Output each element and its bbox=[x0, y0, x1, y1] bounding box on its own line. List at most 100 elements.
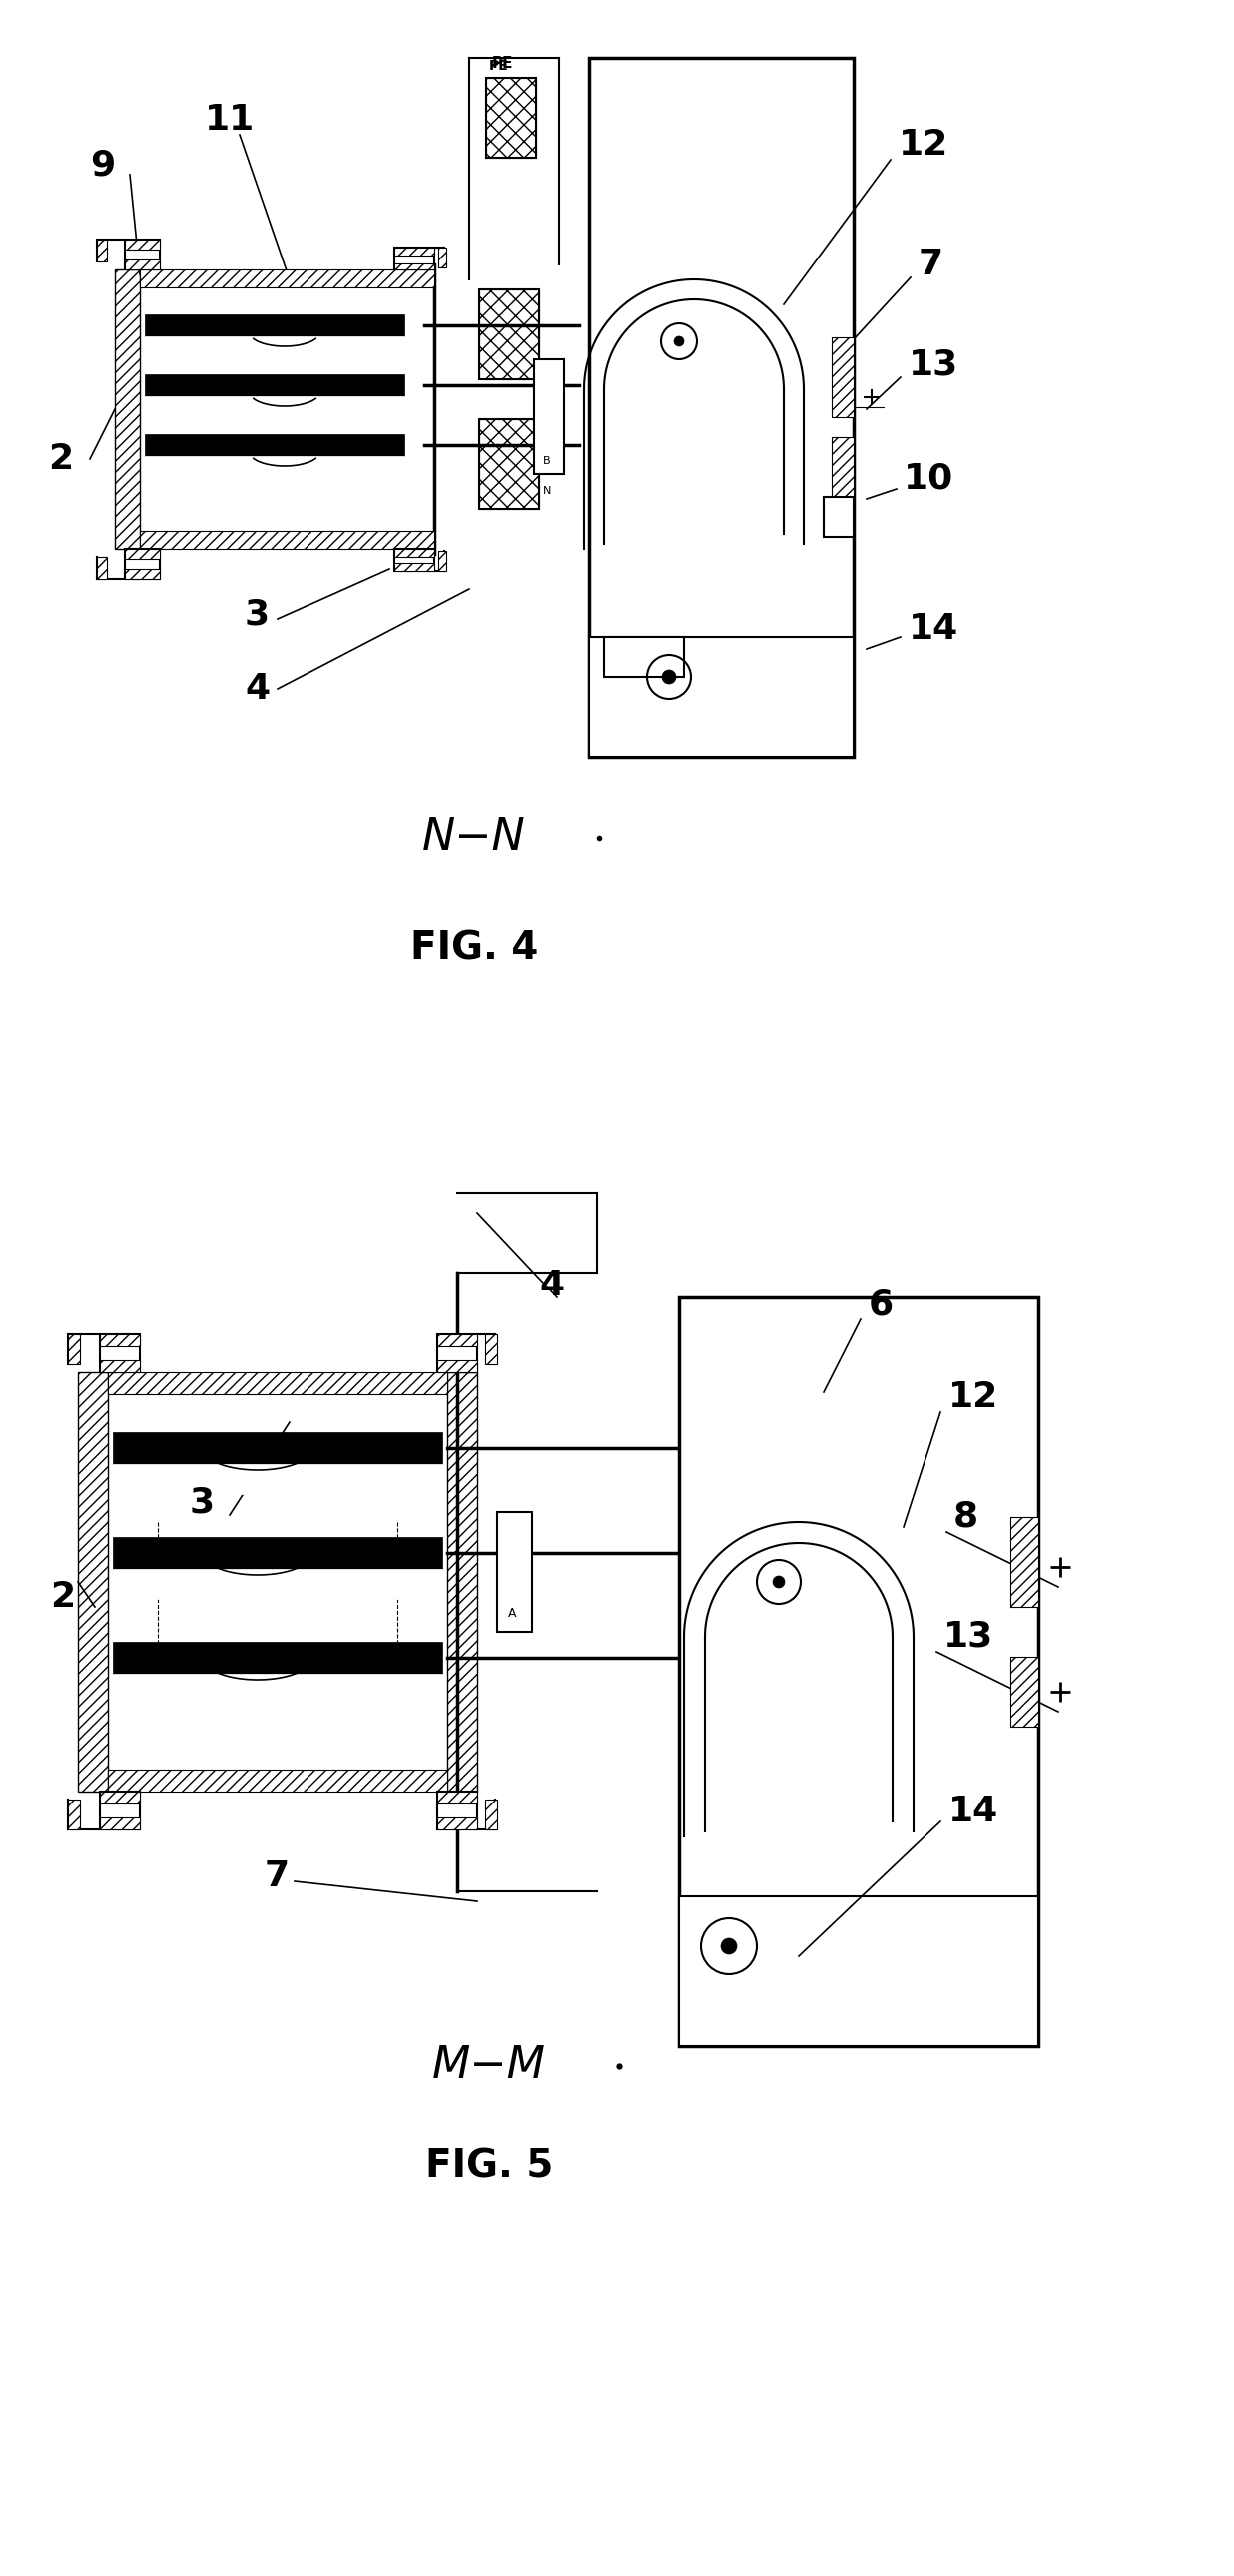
Bar bbox=[100, 1819, 139, 1829]
Bar bbox=[395, 549, 434, 572]
Bar bbox=[125, 549, 159, 580]
Bar bbox=[679, 1896, 1038, 2045]
Circle shape bbox=[772, 1577, 785, 1587]
Bar bbox=[497, 1512, 532, 1631]
Bar bbox=[100, 1360, 139, 1373]
Bar bbox=[603, 636, 684, 677]
Bar bbox=[589, 636, 854, 757]
Bar bbox=[96, 240, 107, 263]
Text: FIG. 4: FIG. 4 bbox=[410, 930, 538, 966]
Bar bbox=[112, 1432, 442, 1463]
Bar bbox=[144, 397, 405, 415]
Text: 8: 8 bbox=[954, 1499, 979, 1535]
Bar bbox=[438, 247, 447, 268]
Bar bbox=[832, 337, 854, 417]
Bar bbox=[96, 556, 107, 580]
Bar bbox=[112, 1569, 442, 1600]
Text: 12: 12 bbox=[898, 129, 949, 162]
Bar bbox=[78, 1373, 478, 1394]
Bar bbox=[115, 531, 434, 549]
Bar bbox=[125, 569, 159, 580]
Text: 12: 12 bbox=[949, 1381, 998, 1414]
Bar bbox=[100, 1334, 139, 1373]
Circle shape bbox=[661, 670, 676, 683]
Bar bbox=[144, 374, 405, 397]
Text: N−N: N−N bbox=[422, 817, 526, 860]
Text: 13: 13 bbox=[908, 348, 959, 381]
Bar bbox=[589, 57, 854, 757]
Bar bbox=[479, 420, 539, 510]
Bar bbox=[395, 247, 434, 270]
Text: 7: 7 bbox=[264, 1860, 290, 1893]
Circle shape bbox=[674, 337, 684, 345]
Bar bbox=[479, 420, 539, 510]
Bar bbox=[485, 1801, 497, 1829]
Bar bbox=[115, 270, 434, 289]
Text: PE: PE bbox=[489, 59, 508, 72]
Text: 14: 14 bbox=[908, 613, 959, 647]
Bar bbox=[486, 77, 536, 157]
Bar bbox=[100, 1790, 139, 1803]
Text: 3: 3 bbox=[190, 1486, 215, 1520]
Text: 7: 7 bbox=[918, 247, 944, 281]
Bar bbox=[144, 314, 405, 337]
Bar bbox=[78, 1770, 478, 1790]
Bar bbox=[112, 1538, 442, 1569]
Bar bbox=[125, 240, 159, 250]
Text: 11: 11 bbox=[205, 103, 255, 137]
Bar bbox=[100, 1790, 139, 1829]
Bar bbox=[125, 240, 159, 270]
Bar bbox=[437, 1334, 478, 1347]
Bar bbox=[144, 337, 405, 355]
Bar bbox=[112, 1463, 442, 1494]
Bar bbox=[112, 1641, 442, 1674]
Bar bbox=[437, 1819, 478, 1829]
Bar bbox=[107, 1770, 447, 1790]
Bar bbox=[112, 1674, 442, 1703]
Bar bbox=[438, 551, 447, 572]
Bar bbox=[485, 1334, 497, 1365]
Text: 2: 2 bbox=[49, 1579, 75, 1615]
Bar bbox=[125, 260, 159, 270]
Bar bbox=[395, 564, 434, 572]
Bar bbox=[437, 1790, 478, 1803]
Bar bbox=[832, 438, 854, 497]
Bar bbox=[395, 549, 434, 556]
Bar bbox=[437, 1360, 478, 1373]
Text: M−M: M−M bbox=[432, 2045, 547, 2087]
Bar bbox=[395, 247, 434, 255]
Bar bbox=[1011, 1656, 1038, 1726]
Bar bbox=[144, 456, 405, 474]
Bar bbox=[486, 77, 536, 157]
Text: 10: 10 bbox=[903, 461, 954, 497]
Text: A: A bbox=[508, 1607, 516, 1620]
Bar bbox=[68, 1801, 80, 1829]
Bar bbox=[479, 289, 539, 379]
Bar bbox=[447, 1373, 478, 1790]
Bar bbox=[115, 270, 139, 549]
Text: 3: 3 bbox=[244, 598, 270, 631]
Bar bbox=[144, 435, 405, 456]
Bar bbox=[100, 1334, 139, 1347]
Bar bbox=[139, 270, 434, 289]
Text: 4: 4 bbox=[539, 1267, 564, 1303]
Text: 9: 9 bbox=[90, 147, 115, 183]
Text: N: N bbox=[543, 487, 552, 497]
Text: FIG. 5: FIG. 5 bbox=[426, 2146, 553, 2184]
Text: PE: PE bbox=[492, 57, 513, 72]
Bar bbox=[534, 358, 564, 474]
Text: 6: 6 bbox=[869, 1288, 893, 1321]
Text: 4: 4 bbox=[244, 672, 270, 706]
Circle shape bbox=[721, 1937, 737, 1955]
Bar bbox=[437, 1790, 478, 1829]
Bar bbox=[125, 549, 159, 559]
Bar bbox=[395, 263, 434, 270]
Bar bbox=[68, 1334, 80, 1365]
Bar bbox=[679, 1298, 1038, 2045]
Text: 13: 13 bbox=[944, 1620, 993, 1654]
Bar bbox=[107, 1373, 447, 1394]
Bar bbox=[479, 289, 539, 379]
Text: 2: 2 bbox=[48, 443, 73, 477]
Text: B: B bbox=[543, 456, 550, 466]
Text: 14: 14 bbox=[949, 1795, 998, 1829]
